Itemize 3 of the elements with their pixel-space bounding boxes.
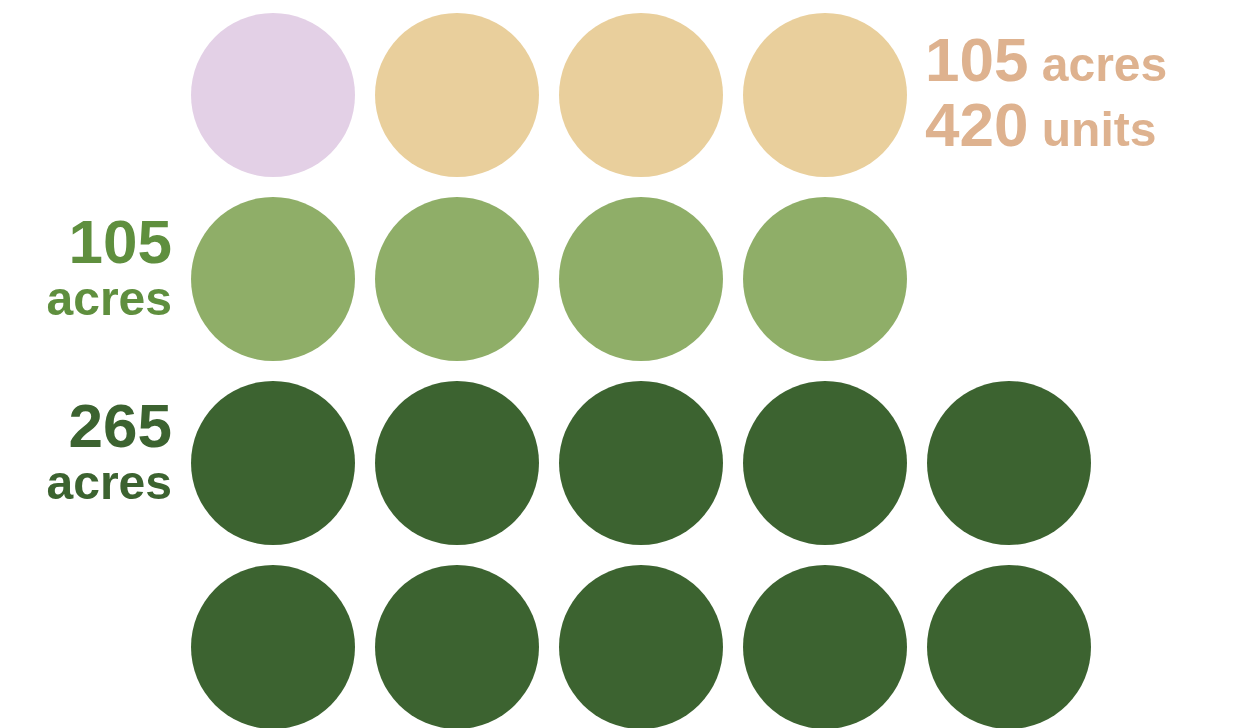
data-label: 265 acres <box>46 391 172 510</box>
data-label: 105 acres 420 units <box>925 25 1168 160</box>
data-label: 105 acres <box>46 207 172 326</box>
